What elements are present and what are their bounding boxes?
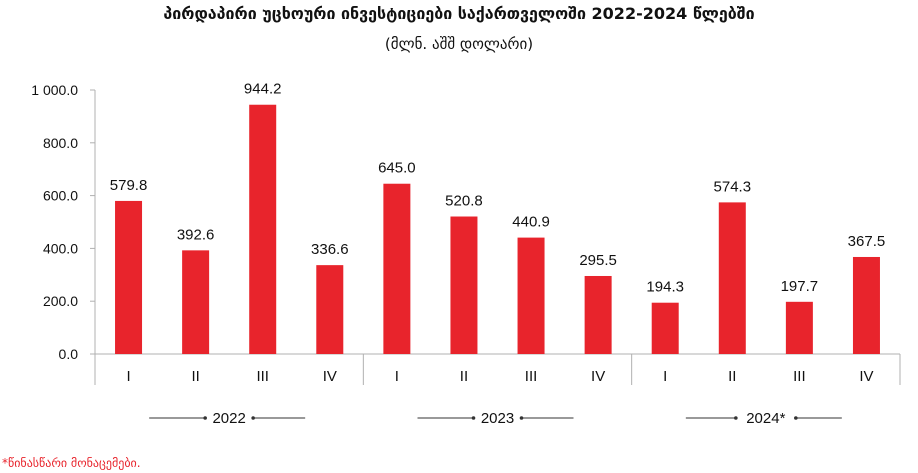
y-tick-label: 600.0 bbox=[43, 188, 78, 204]
bar bbox=[249, 104, 277, 354]
bar bbox=[517, 237, 545, 354]
x-axis-groups: 2022 2023 2024* bbox=[149, 410, 842, 427]
group-dot-left bbox=[203, 416, 207, 420]
category-label: II bbox=[460, 368, 468, 385]
chart-bars bbox=[115, 104, 880, 354]
bar bbox=[316, 265, 344, 354]
data-label: 520.8 bbox=[445, 193, 483, 210]
data-label: 392.6 bbox=[177, 226, 215, 243]
data-label: 295.5 bbox=[579, 252, 617, 269]
category-label: IV bbox=[859, 368, 873, 385]
data-label: 944.2 bbox=[244, 81, 282, 98]
y-tick-label: 800.0 bbox=[43, 135, 78, 151]
data-label: 367.5 bbox=[848, 233, 886, 250]
group-dot-right bbox=[251, 416, 255, 420]
bar bbox=[718, 202, 746, 354]
y-tick-label: 0.0 bbox=[59, 346, 79, 362]
bar bbox=[584, 275, 612, 354]
bar bbox=[450, 216, 478, 354]
group-dot-right bbox=[519, 416, 524, 420]
category-label: IV bbox=[323, 368, 337, 385]
data-label: 645.0 bbox=[378, 160, 416, 177]
y-tick-label: 400.0 bbox=[43, 240, 78, 256]
bar bbox=[383, 183, 411, 354]
category-label: IV bbox=[591, 368, 605, 385]
category-label: II bbox=[191, 368, 199, 385]
footnote: *წინასწარი მონაცემები. bbox=[2, 456, 141, 470]
category-label: III bbox=[793, 368, 806, 385]
data-label: 194.3 bbox=[646, 279, 684, 296]
group-dot-left bbox=[734, 416, 738, 420]
group-label: 2022 bbox=[212, 410, 245, 427]
group-dot-left bbox=[471, 416, 476, 420]
category-label: I bbox=[126, 368, 130, 385]
chart-subtitle: (მლნ. აშშ დოლარი) bbox=[384, 35, 534, 53]
x-axis-categories: I II III IV I II III IV I II III IV bbox=[126, 368, 873, 385]
data-label: 440.9 bbox=[512, 214, 550, 231]
bar bbox=[852, 256, 880, 354]
y-tick-label: 1 000.0 bbox=[31, 82, 78, 98]
data-label: 574.3 bbox=[714, 178, 752, 195]
bar bbox=[115, 200, 143, 354]
bar bbox=[182, 250, 210, 354]
category-label: III bbox=[525, 368, 538, 385]
data-label: 197.7 bbox=[781, 278, 819, 295]
bar bbox=[785, 301, 813, 354]
group-label: 2023 bbox=[481, 410, 514, 427]
chart-axes bbox=[94, 90, 901, 385]
data-label: 579.8 bbox=[110, 177, 148, 194]
category-label: II bbox=[728, 368, 736, 385]
category-label: I bbox=[395, 368, 399, 385]
data-labels: 579.8 392.6 944.2 336.6 645.0 520.8 440.9 295.5… bbox=[110, 81, 885, 296]
group-dot-right bbox=[794, 416, 798, 420]
group-label: 2024* bbox=[746, 410, 785, 427]
y-axis-ticks: 0.0 200.0 400.0 600.0 800.0 1 000.0 bbox=[31, 82, 95, 362]
data-label: 336.6 bbox=[311, 241, 349, 258]
chart-title: პირდაპირი უცხოური ინვესტიციები საქართველ… bbox=[163, 4, 755, 23]
bar bbox=[651, 302, 679, 354]
category-label: III bbox=[256, 368, 269, 385]
category-label: I bbox=[663, 368, 667, 385]
y-tick-label: 200.0 bbox=[43, 293, 78, 309]
